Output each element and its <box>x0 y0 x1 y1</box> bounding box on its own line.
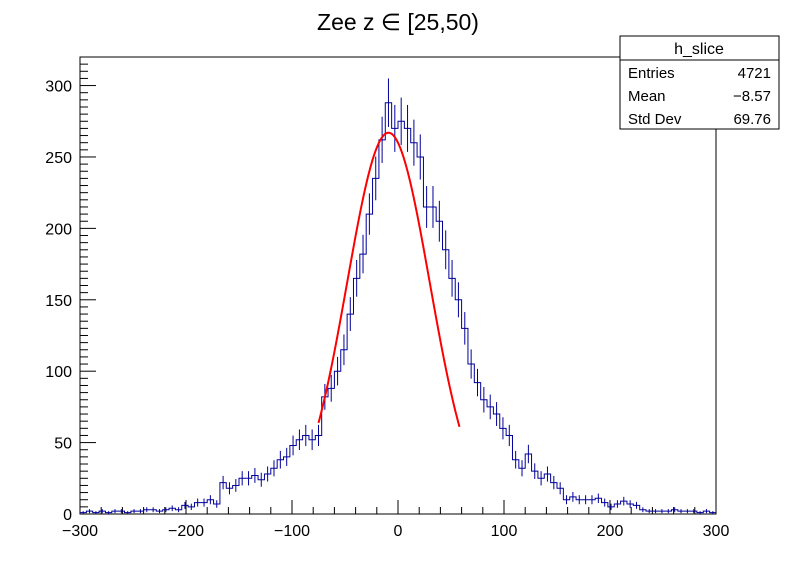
y-tick-label: 200 <box>45 221 72 238</box>
x-tick-label: −300 <box>62 523 98 540</box>
stats-value-entries: 4721 <box>738 65 771 82</box>
y-tick-label: 250 <box>45 150 72 167</box>
stats-value-mean: −8.57 <box>733 88 771 105</box>
x-tick-label: 0 <box>394 523 403 540</box>
y-tick-label: 100 <box>45 364 72 381</box>
histogram-step-line <box>80 102 716 514</box>
x-axis: −300 −200 −100 0 100 200 300 <box>62 500 729 540</box>
stats-box-title: h_slice <box>674 41 724 58</box>
y-tick-label: 0 <box>63 507 72 524</box>
y-axis: 0 50 100 150 200 250 300 <box>45 56 96 524</box>
chart-title: Zee z ∈ [25,50) <box>317 9 479 35</box>
y-tick-label: 150 <box>45 293 72 310</box>
stats-value-stddev: 69.76 <box>733 111 771 128</box>
x-tick-label: 300 <box>703 523 730 540</box>
y-tick-label: 300 <box>45 79 72 96</box>
gaussian-fit-curve <box>317 131 461 428</box>
x-tick-label: −200 <box>168 523 204 540</box>
x-tick-label: 100 <box>491 523 518 540</box>
y-tick-label: 50 <box>54 436 72 453</box>
x-tick-label: −100 <box>274 523 310 540</box>
x-tick-label: 200 <box>597 523 624 540</box>
stats-label-entries: Entries <box>628 65 675 82</box>
stats-label-stddev: Std Dev <box>628 111 682 128</box>
stats-box-frame <box>619 35 780 130</box>
stats-label-mean: Mean <box>628 88 666 105</box>
stats-box: h_slice Entries 4721 Mean −8.57 Std Dev … <box>619 35 780 130</box>
